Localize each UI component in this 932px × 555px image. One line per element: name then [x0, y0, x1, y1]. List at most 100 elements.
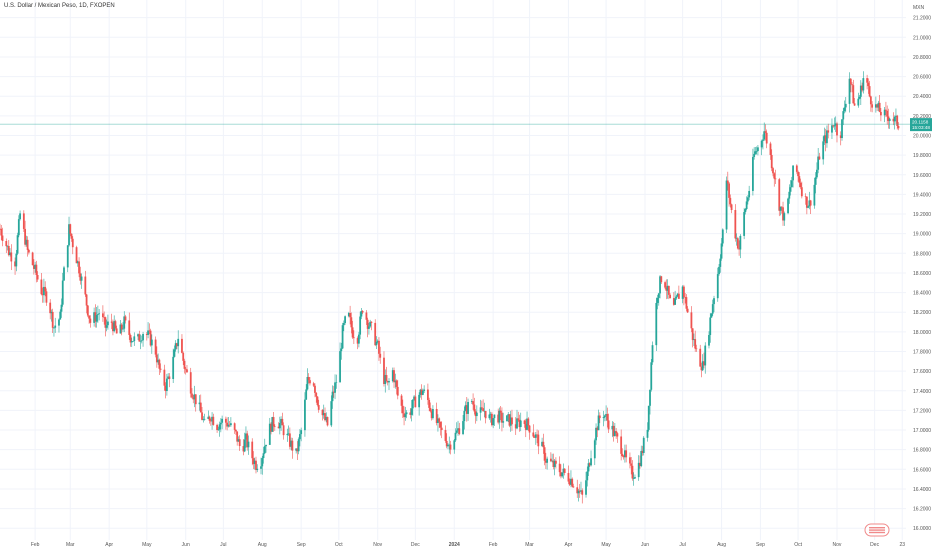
candle-body — [848, 78, 851, 104]
candle-body — [247, 441, 250, 448]
candle-body — [613, 431, 616, 436]
candle-body — [551, 460, 554, 462]
y-tick-label: 21.2000 — [913, 16, 931, 22]
candle-body — [587, 463, 590, 472]
candle-body — [209, 420, 212, 422]
candle-body — [75, 247, 78, 264]
candle-body — [656, 297, 659, 303]
candle-body — [224, 418, 227, 423]
candle-body — [533, 436, 536, 438]
candle-body — [115, 328, 118, 334]
candle-body — [710, 313, 713, 318]
candle-body — [290, 440, 293, 447]
candle-body — [297, 439, 300, 452]
last-price-label: 20.1158 — [912, 120, 929, 125]
candle-body — [886, 110, 889, 117]
candle-body — [472, 401, 474, 405]
candle-body — [593, 440, 596, 459]
y-tick-label: 18.4000 — [913, 291, 931, 297]
y-tick-label: 18.6000 — [913, 271, 931, 277]
candle-body — [49, 302, 52, 314]
candle-body — [439, 421, 442, 428]
candle-body — [16, 235, 19, 254]
y-tick-label: 18.0000 — [913, 330, 931, 336]
x-axis[interactable]: Feb Mar Apr May Jun Jul Aug Sep Oct Nov Dec 2024 Feb… — [31, 542, 905, 548]
candle-body — [263, 446, 266, 454]
candle-body — [650, 362, 653, 390]
candle-body — [10, 252, 13, 262]
candle-body — [317, 405, 320, 410]
candle-body — [677, 293, 680, 299]
candle-body — [243, 439, 246, 452]
candle-body — [386, 380, 389, 383]
candle-body — [132, 341, 134, 342]
candle-body — [455, 430, 458, 433]
candle-body — [229, 423, 232, 426]
candle-body — [270, 423, 272, 432]
candle-body — [479, 407, 482, 413]
candle-body — [660, 276, 663, 283]
candle-body — [145, 333, 148, 335]
candle-body — [831, 125, 833, 133]
candle-body — [139, 340, 142, 342]
x-tick-label: Jul — [220, 542, 226, 548]
candle-body — [526, 418, 528, 430]
x-tick-label: Feb — [31, 542, 40, 548]
candle-body — [532, 432, 535, 437]
candle-body — [154, 339, 157, 355]
candle-body — [685, 297, 688, 309]
candle-body — [769, 143, 772, 155]
candle-body — [474, 411, 477, 417]
y-axis[interactable]: 16.0000 16.2000 16.4000 16.6000 16.8000 17.00… — [910, 5, 932, 532]
candle-body — [413, 396, 415, 400]
candle-body — [492, 418, 495, 426]
candle-body — [228, 424, 231, 426]
candle-body — [464, 405, 467, 411]
candle-body — [694, 339, 697, 349]
y-tick-label: 18.8000 — [913, 251, 931, 257]
candle-body — [859, 85, 862, 97]
candle-body — [59, 311, 62, 320]
candle-body — [763, 131, 766, 140]
candle-body — [754, 151, 757, 154]
candle-body — [700, 366, 703, 371]
candle-body — [189, 372, 192, 394]
y-tick-label: 19.0000 — [913, 232, 931, 238]
candle-body — [192, 397, 195, 400]
candle-body — [753, 153, 756, 157]
y-tick-label: 19.8000 — [913, 153, 931, 159]
candle-body — [798, 176, 801, 183]
candle-body — [410, 408, 413, 415]
candle-body — [236, 431, 239, 442]
candle-body — [544, 460, 547, 463]
y-tick-label: 16.6000 — [913, 467, 931, 473]
candle-body — [577, 490, 580, 494]
candle-body — [595, 427, 597, 441]
candle-body — [61, 280, 64, 305]
candle-body — [871, 104, 874, 108]
candle-body — [31, 252, 34, 266]
candle-body — [403, 413, 405, 418]
candle-body — [888, 118, 891, 122]
candle-body — [437, 418, 439, 424]
x-tick-label: 23 — [899, 542, 905, 548]
candle-body — [454, 432, 457, 441]
candle-body — [581, 490, 584, 495]
candle-body — [101, 313, 104, 318]
candle-body — [470, 401, 473, 403]
candle-body — [420, 389, 423, 395]
candle-body — [440, 427, 443, 431]
candle-body — [158, 359, 161, 369]
candle-body — [86, 305, 89, 316]
x-tick-label: Oct — [794, 542, 802, 548]
candle-body — [361, 311, 364, 313]
x-tick-label: Nov — [833, 542, 842, 548]
candle-body — [799, 182, 802, 188]
candle-body — [172, 356, 175, 380]
candle-body — [880, 111, 882, 116]
candle-body — [695, 348, 698, 350]
candle-body — [787, 198, 789, 214]
y-tick-label: 17.2000 — [913, 408, 931, 414]
